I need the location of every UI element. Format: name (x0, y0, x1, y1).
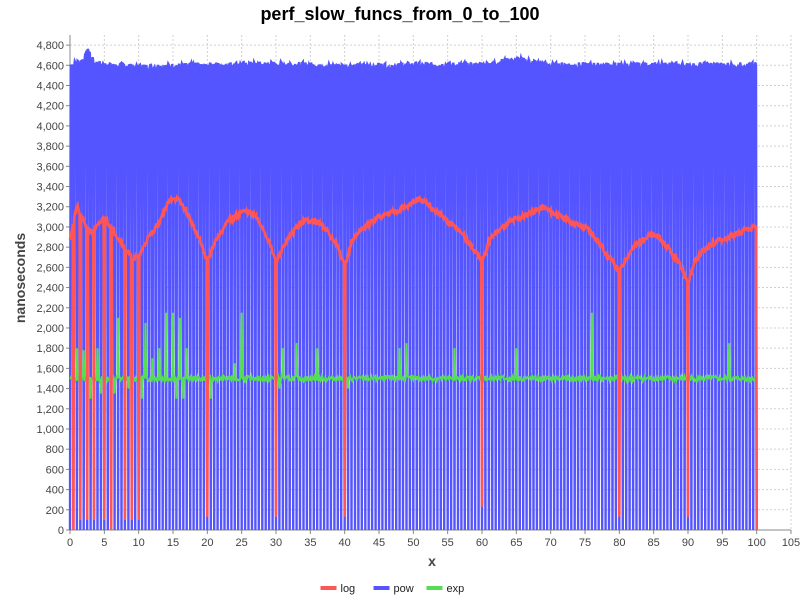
y-tick-label: 1,200 (36, 404, 64, 416)
y-tick-label: 2,400 (36, 283, 64, 295)
y-tick-label: 600 (46, 464, 64, 476)
series-log-line (68, 194, 759, 531)
y-tick-label: 2,000 (36, 323, 64, 335)
y-tick-label: 3,000 (36, 222, 64, 234)
chart-title: perf_slow_funcs_from_0_to_100 (260, 4, 539, 24)
y-tick-label: 4,600 (36, 60, 64, 72)
legend-label-exp: exp (447, 583, 465, 595)
x-tick-label: 60 (476, 537, 488, 549)
x-axis-title: x (428, 553, 436, 569)
y-tick-label: 2,200 (36, 303, 64, 315)
y-tick-label: 200 (46, 505, 64, 517)
x-tick-label: 80 (613, 537, 625, 549)
x-tick-label: 20 (201, 537, 213, 549)
x-tick-label: 15 (167, 537, 179, 549)
legend: log pow exp (320, 583, 465, 595)
y-axis-title: nanoseconds (12, 233, 28, 323)
x-tick-label: 95 (716, 537, 728, 549)
y-tick-label: 3,600 (36, 161, 64, 173)
y-tick-label: 1,000 (36, 424, 64, 436)
y-tick-label: 800 (46, 444, 64, 456)
y-tick-label: 4,800 (36, 40, 64, 52)
legend-label-pow: pow (394, 583, 414, 595)
y-tick-label: 1,800 (36, 343, 64, 355)
legend-label-log: log (341, 583, 356, 595)
x-tick-label: 0 (67, 537, 73, 549)
x-tick-label: 70 (545, 537, 557, 549)
y-tick-label: 3,800 (36, 141, 64, 153)
y-tick-label: 1,600 (36, 363, 64, 375)
y-tick-label: 4,400 (36, 81, 64, 93)
x-tick-label: 50 (407, 537, 419, 549)
y-tick-label: 3,400 (36, 182, 64, 194)
y-tick-label: 1,400 (36, 384, 64, 396)
y-tick-label: 2,800 (36, 242, 64, 254)
x-tick-label: 30 (270, 537, 282, 549)
x-tick-label: 35 (304, 537, 316, 549)
x-tick-label: 45 (373, 537, 385, 549)
x-tick-label: 10 (133, 537, 145, 549)
x-tick-label: 55 (442, 537, 454, 549)
y-tick-label: 4,000 (36, 121, 64, 133)
axes: 02004006008001,0001,2001,4001,6001,8002,… (36, 35, 800, 549)
x-tick-label: 85 (648, 537, 660, 549)
x-tick-label: 100 (747, 537, 765, 549)
series-exp-line (69, 312, 758, 399)
y-tick-label: 2,600 (36, 262, 64, 274)
x-tick-label: 90 (682, 537, 694, 549)
x-tick-label: 65 (510, 537, 522, 549)
y-tick-label: 4,200 (36, 101, 64, 113)
x-tick-label: 25 (236, 537, 248, 549)
x-tick-label: 105 (782, 537, 800, 549)
y-tick-label: 400 (46, 485, 64, 497)
x-tick-label: 75 (579, 537, 591, 549)
series-pow-line (68, 48, 758, 531)
series-layer (68, 48, 759, 531)
x-tick-label: 40 (339, 537, 351, 549)
y-tick-label: 0 (58, 525, 64, 537)
x-tick-label: 5 (101, 537, 107, 549)
y-tick-label: 3,200 (36, 202, 64, 214)
